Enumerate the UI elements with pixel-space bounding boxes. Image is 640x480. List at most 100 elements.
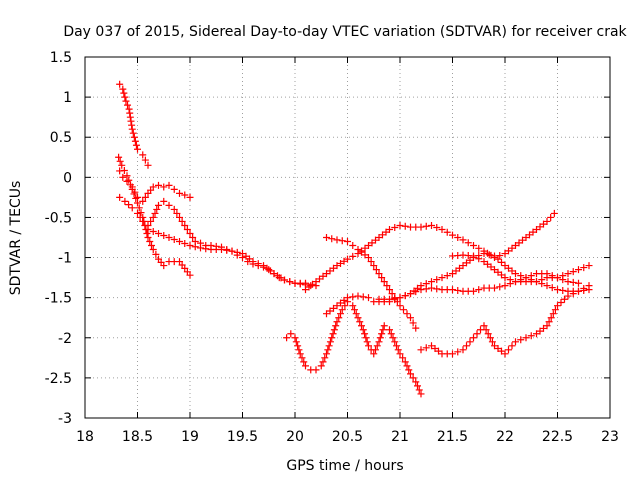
data-point (433, 285, 441, 293)
data-point (349, 242, 357, 250)
data-point (170, 205, 178, 213)
data-point (137, 209, 145, 217)
x-axis-label: GPS time / hours (286, 458, 403, 474)
data-point (547, 314, 555, 322)
data-point (522, 334, 530, 342)
data-point (414, 382, 421, 390)
data-point (396, 350, 404, 358)
x-tick-label: 20.5 (332, 429, 363, 445)
data-point (128, 183, 136, 191)
x-tick-label: 20 (286, 429, 304, 445)
data-point (394, 346, 402, 354)
data-point (417, 346, 425, 354)
series-track-2 (115, 153, 194, 279)
data-point (559, 286, 567, 294)
data-point (550, 209, 558, 217)
data-point (361, 330, 369, 338)
data-point (344, 238, 351, 246)
data-point (470, 334, 477, 342)
data-point (389, 334, 397, 342)
data-point (386, 286, 393, 294)
data-point (186, 242, 194, 250)
data-point (139, 197, 147, 205)
data-point (551, 306, 559, 314)
data-point (386, 326, 393, 334)
data-point (501, 282, 509, 290)
data-point (386, 295, 393, 303)
data-point (564, 270, 572, 278)
data-point (575, 266, 582, 274)
y-axis-label: SDTVAR / TECUs (8, 181, 24, 296)
data-point (328, 334, 336, 342)
data-point (433, 223, 441, 231)
data-point (370, 350, 378, 358)
data-point (148, 242, 155, 250)
x-tick-label: 18 (76, 429, 94, 445)
data-point (312, 366, 320, 374)
data-point (131, 188, 139, 196)
y-tick-label: -2 (58, 331, 72, 347)
data-point (120, 89, 128, 97)
data-point (403, 362, 411, 370)
data-point (488, 338, 496, 346)
data-point (202, 245, 210, 253)
data-point (325, 342, 333, 350)
data-point (454, 286, 462, 294)
data-point (585, 282, 593, 290)
data-point (326, 338, 334, 346)
data-point (554, 286, 561, 294)
data-point (569, 290, 577, 298)
data-point (356, 318, 364, 326)
data-point (298, 354, 306, 362)
data-point (328, 235, 336, 243)
data-point (291, 334, 299, 342)
data-point (569, 278, 577, 286)
data-point (491, 252, 498, 260)
data-point (449, 350, 456, 358)
data-point (359, 326, 367, 334)
data-point (354, 292, 362, 300)
data-point (228, 247, 236, 255)
data-point (575, 287, 582, 295)
data-point (181, 221, 189, 229)
data-point (506, 276, 514, 284)
data-point (422, 222, 430, 230)
data-point (438, 225, 446, 233)
data-point (470, 242, 477, 250)
data-point (144, 225, 152, 233)
data-point (459, 236, 467, 244)
data-point (401, 358, 409, 366)
data-point (494, 255, 502, 263)
data-point (498, 258, 505, 266)
data-point (443, 228, 451, 236)
data-point (545, 318, 553, 326)
data-point (417, 286, 425, 294)
data-point (144, 161, 152, 169)
data-point (538, 276, 546, 284)
data-point (400, 306, 407, 314)
data-point (554, 302, 561, 310)
data-point (333, 318, 341, 326)
data-point (501, 274, 509, 282)
data-point (391, 294, 399, 302)
data-point (373, 342, 381, 350)
data-point (139, 151, 147, 159)
plot-frame (84, 56, 611, 419)
data-point (473, 330, 481, 338)
data-point (344, 294, 351, 302)
data-point (422, 344, 430, 352)
data-point (153, 205, 161, 213)
x-tick-label: 18.5 (122, 429, 153, 445)
series-track-7 (302, 209, 558, 294)
data-points (115, 80, 593, 398)
data-point (569, 268, 577, 276)
data-point (401, 292, 409, 300)
data-point (151, 209, 159, 217)
data-point (412, 324, 420, 332)
data-point (575, 279, 582, 287)
data-point (438, 274, 446, 282)
data-point (470, 252, 477, 260)
data-point (428, 278, 435, 286)
data-point (585, 262, 593, 270)
data-point (296, 350, 304, 358)
